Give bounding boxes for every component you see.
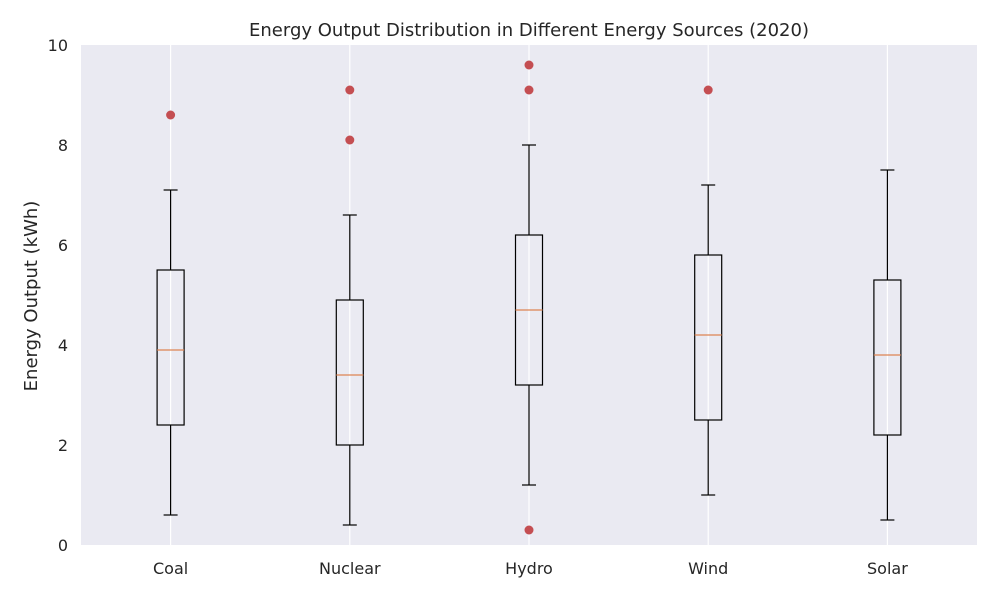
- x-tick-label-solar: Solar: [867, 559, 908, 578]
- outlier-wind-0: [703, 85, 713, 95]
- y-axis-ticks: 0 2 4 6 8 10: [48, 36, 68, 555]
- outlier-nuclear-1: [345, 135, 355, 145]
- box-coal: [156, 110, 185, 516]
- x-tick-label-hydro: Hydro: [505, 559, 553, 578]
- y-tick-label-0: 0: [58, 536, 68, 555]
- y-tick-label-6: 6: [58, 236, 68, 255]
- y-tick-label-10: 10: [48, 36, 68, 55]
- x-tick-label-wind: Wind: [688, 559, 728, 578]
- x-tick-label-nuclear: Nuclear: [319, 559, 381, 578]
- box-wind: [694, 85, 723, 496]
- iqr-box-nuclear: [335, 299, 364, 446]
- outlier-nuclear-0: [345, 85, 355, 95]
- y-axis-label: Energy Output (kWh): [21, 201, 42, 392]
- outlier-coal-0: [166, 110, 176, 120]
- outlier-hydro-1: [524, 85, 534, 95]
- chart-title: Energy Output Distribution in Different …: [249, 20, 809, 41]
- y-tick-label-8: 8: [58, 136, 68, 155]
- x-tick-label-coal: Coal: [153, 559, 188, 578]
- iqr-box-solar: [873, 279, 902, 436]
- iqr-box-coal: [156, 269, 185, 426]
- iqr-box-wind: [694, 254, 723, 421]
- y-tick-label-2: 2: [58, 436, 68, 455]
- y-tick-label-4: 4: [58, 336, 68, 355]
- box-solar: [873, 169, 902, 521]
- outlier-hydro-0: [524, 60, 534, 70]
- box-nuclear: [335, 85, 364, 526]
- box-series: [156, 60, 902, 535]
- x-axis-ticks: Coal Nuclear Hydro Wind Solar: [153, 559, 908, 578]
- outlier-hydro-2: [524, 525, 534, 535]
- box-hydro: [514, 60, 544, 535]
